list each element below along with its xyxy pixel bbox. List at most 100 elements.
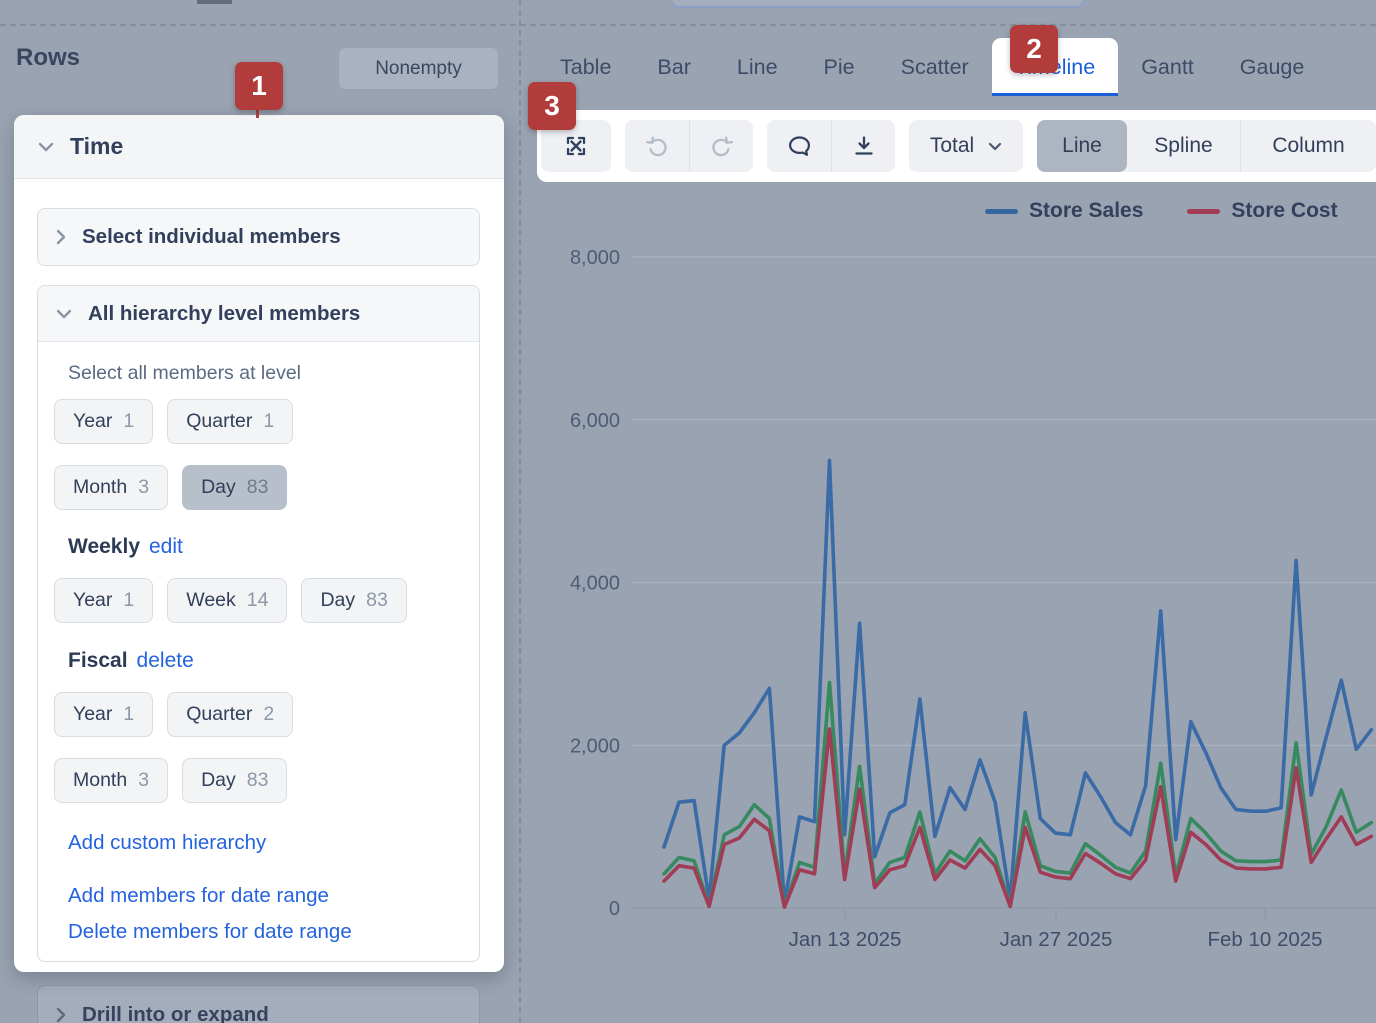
level-button-label: Year [73, 589, 113, 611]
level-button-label: Month [73, 769, 128, 791]
level-button-label: Month [73, 476, 128, 498]
level-member-count: 1 [123, 410, 135, 432]
x-axis-tick-label: Jan 13 2025 [789, 928, 902, 951]
dashed-guide-horizontal [0, 24, 1376, 26]
level-member-count: 83 [366, 589, 388, 611]
all-hierarchy-level-members-section: All hierarchy level members Select all m… [37, 285, 480, 962]
level-button-quarter[interactable]: Quarter 2 [167, 692, 294, 737]
tab-table[interactable]: Table [560, 54, 612, 79]
level-button-week[interactable]: Week 14 [167, 578, 288, 623]
step-badge-2: 2 [1010, 25, 1058, 73]
tab-pie[interactable]: Pie [823, 54, 855, 79]
default-hierarchy-level-row: Month 3 Day 83 [54, 465, 288, 510]
chevron-right-icon [56, 229, 66, 245]
level-button-label: Year [73, 703, 113, 725]
undo-button[interactable] [625, 120, 689, 172]
drill-into-or-expand-title: Drill into or expand [82, 1003, 269, 1023]
chart-legend: Store Sales Store Cost [985, 199, 1338, 223]
total-dropdown[interactable]: Total [909, 120, 1023, 172]
level-button-day[interactable]: Day 83 [182, 465, 288, 510]
chart-type-tabs: TableBarLinePieScatterTimelineGanttGauge [537, 38, 1327, 96]
x-axis-tick-label: Feb 10 2025 [1207, 928, 1322, 951]
chevron-down-icon [988, 142, 1002, 151]
expand-button[interactable] [541, 120, 611, 172]
tab-line[interactable]: Line [736, 54, 778, 79]
fiscal-hierarchy-title: Fiscal delete [68, 649, 194, 673]
chart-toolbar: Total Line Spline Column [537, 110, 1376, 182]
tab-scatter[interactable]: Scatter [900, 54, 969, 79]
cropped-element-top-left [197, 0, 232, 4]
time-panel-header[interactable]: Time [14, 115, 504, 179]
y-axis-tick-label: 6,000 [570, 410, 620, 432]
select-all-members-caption: Select all members at level [68, 362, 302, 384]
total-dropdown-label: Total [929, 134, 975, 157]
weekly-hierarchy-title: Weekly edit [68, 535, 183, 559]
legend-swatch [985, 208, 1018, 214]
level-member-count: 14 [246, 589, 269, 611]
tab-bar[interactable]: Bar [657, 54, 691, 79]
y-axis-tick-label: 0 [609, 898, 620, 920]
cropped-element-top [670, 0, 1085, 8]
fiscal-hierarchy-level-row: Year 1 Quarter 2 [54, 692, 294, 737]
add-members-date-range-link[interactable]: Add members for date range [68, 884, 329, 907]
expand-icon [562, 132, 590, 160]
level-button-year[interactable]: Year 1 [54, 578, 154, 623]
mode-button-line[interactable]: Line [1037, 120, 1127, 172]
time-panel-title: Time [70, 133, 124, 159]
level-button-month[interactable]: Month 3 [54, 758, 169, 803]
level-button-year[interactable]: Year 1 [54, 399, 154, 444]
y-axis-tick-label: 4,000 [570, 573, 620, 595]
series-line-store-sales [662, 458, 1374, 905]
legend-item-store-sales[interactable]: Store Sales [985, 199, 1143, 223]
weekly-hierarchy-level-row: Year 1 Week 14 Day 83 [54, 578, 407, 623]
mode-button-spline[interactable]: Spline [1154, 134, 1213, 157]
legend-swatch [1187, 208, 1221, 214]
chevron-right-icon [56, 1007, 66, 1023]
fiscal-hierarchy-level-row: Month 3 Day 83 [54, 758, 288, 803]
step-badge-1-pointer [256, 108, 259, 118]
legend-label: Store Sales [1029, 199, 1144, 222]
y-axis-tick-label: 8,000 [570, 247, 620, 269]
tab-gauge[interactable]: Gauge [1239, 54, 1305, 79]
weekly-edit-link[interactable]: edit [149, 535, 183, 558]
level-button-day[interactable]: Day 83 [301, 578, 407, 623]
level-button-label: Quarter [186, 703, 253, 725]
legend-item-store-cost[interactable]: Store Cost [1187, 199, 1338, 223]
delete-members-date-range-link[interactable]: Delete members for date range [68, 920, 352, 943]
level-button-label: Day [201, 476, 236, 498]
nonempty-button[interactable]: Nonempty [338, 47, 499, 90]
series-line-store-cost [662, 727, 1374, 910]
default-hierarchy-level-row: Year 1 Quarter 1 [54, 399, 294, 444]
chart-mode-segmented-control: Line Spline Column [1037, 120, 1376, 172]
select-individual-members-section[interactable]: Select individual members [37, 208, 480, 266]
level-button-label: Day [201, 769, 236, 791]
series-line-unlabeled [662, 680, 1374, 909]
fiscal-delete-link[interactable]: delete [136, 649, 194, 672]
add-custom-hierarchy-link[interactable]: Add custom hierarchy [68, 831, 267, 854]
tab-gantt[interactable]: Gantt [1141, 54, 1194, 79]
level-button-year[interactable]: Year 1 [54, 692, 154, 737]
redo-icon [709, 133, 735, 159]
redo-button[interactable] [689, 120, 753, 172]
rows-section-title: Rows [16, 44, 81, 71]
chevron-down-icon [56, 309, 72, 319]
comment-icon [786, 133, 813, 160]
toolbar-button-group [625, 120, 753, 172]
level-button-day[interactable]: Day 83 [182, 758, 288, 803]
drill-into-or-expand-section[interactable]: Drill into or expand [37, 985, 480, 1023]
level-button-month[interactable]: Month 3 [54, 465, 169, 510]
comment-button[interactable] [767, 120, 831, 172]
all-hierarchy-level-members-header[interactable]: All hierarchy level members [38, 286, 479, 342]
level-button-label: Year [73, 410, 113, 432]
level-member-count: 1 [123, 589, 135, 611]
level-member-count: 3 [138, 476, 150, 498]
level-button-label: Day [320, 589, 356, 611]
mode-button-column[interactable]: Column [1240, 120, 1376, 172]
level-button-quarter[interactable]: Quarter 1 [167, 399, 294, 444]
all-hierarchy-level-members-title: All hierarchy level members [88, 301, 361, 325]
y-axis-tick-label: 2,000 [570, 735, 620, 757]
legend-label: Store Cost [1231, 199, 1338, 222]
step-badge-3: 3 [528, 82, 576, 130]
download-button[interactable] [831, 120, 895, 172]
level-member-count: 3 [138, 769, 150, 791]
